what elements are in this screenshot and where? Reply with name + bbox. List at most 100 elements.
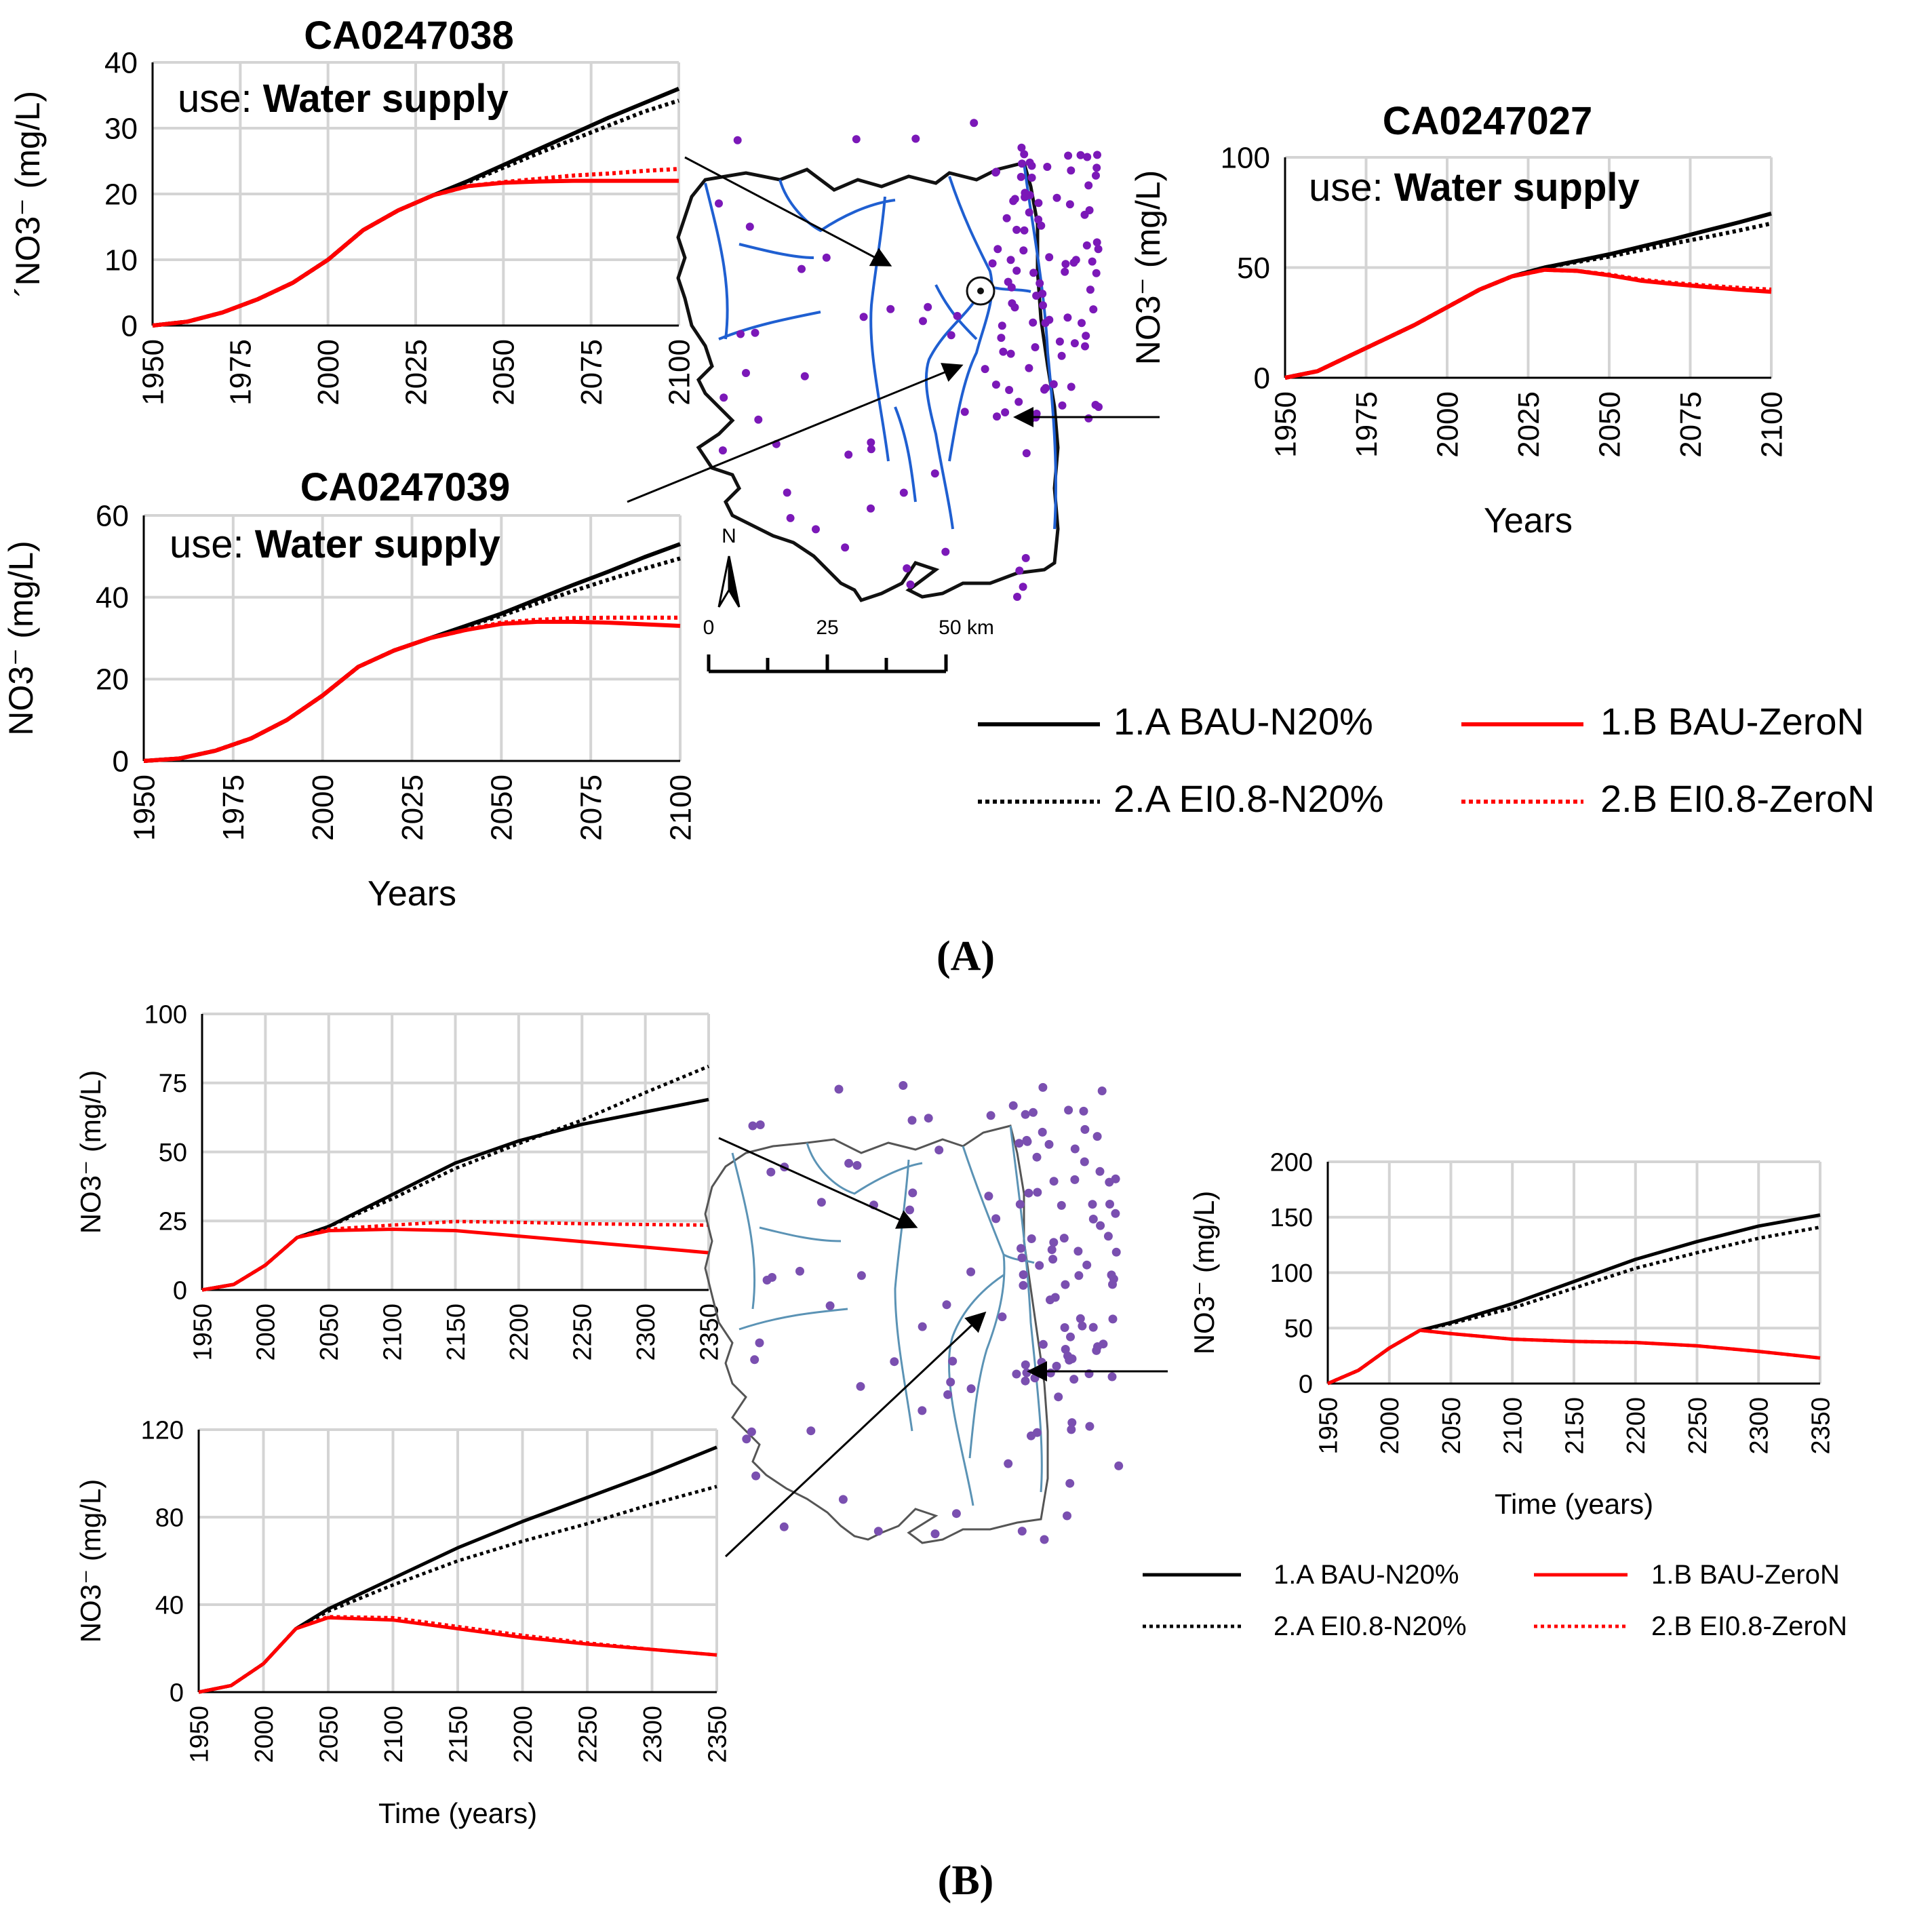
- well-dot: [745, 222, 754, 231]
- chart-title: CA0247027: [1383, 99, 1593, 143]
- series-line-2-b-ei0-8-zeron: [143, 615, 680, 763]
- well-dot: [1105, 1200, 1114, 1209]
- well-dot: [867, 445, 875, 454]
- well-dot: [918, 1406, 927, 1415]
- well-dot: [747, 1427, 756, 1436]
- well-dot: [1046, 1368, 1055, 1377]
- x-tick-label: 2100: [378, 1304, 407, 1361]
- well-dot: [1057, 1200, 1066, 1210]
- well-dot: [1094, 245, 1103, 254]
- well-dot: [1027, 1234, 1036, 1243]
- well-dot: [1065, 1478, 1075, 1488]
- well-dot: [1067, 1418, 1077, 1428]
- well-dot: [1012, 225, 1021, 234]
- x-tick-label: 1950: [136, 339, 170, 406]
- well-dot: [1020, 150, 1029, 159]
- well-dot: [1092, 171, 1100, 180]
- well-dot: [1088, 1200, 1097, 1209]
- y-tick-label: 20: [104, 178, 138, 211]
- panel-label-a: (A): [937, 933, 995, 979]
- well-dot: [1034, 215, 1043, 224]
- well-dot: [1114, 1461, 1124, 1470]
- well-dot: [1052, 1361, 1061, 1371]
- x-tick-label: 2075: [1674, 391, 1708, 458]
- well-dot: [1070, 339, 1079, 348]
- well-dot: [1089, 305, 1098, 314]
- x-tick-label: 1975: [224, 339, 258, 406]
- y-tick-label: 100: [1221, 141, 1270, 174]
- well-dot: [1014, 1139, 1024, 1148]
- y-tick-label: 0: [1299, 1370, 1313, 1398]
- map-b-rivers: [731, 1125, 1043, 1506]
- well-dot: [886, 305, 895, 313]
- well-dot: [1093, 151, 1101, 159]
- well-dot: [1061, 260, 1070, 269]
- well-dot: [1019, 1270, 1028, 1279]
- well-dot: [1059, 1234, 1069, 1243]
- well-dot: [1061, 1345, 1070, 1354]
- well-dot: [1047, 1245, 1057, 1255]
- well-dot: [1069, 258, 1078, 267]
- well-dot: [797, 265, 806, 273]
- y-tick-label: 50: [1284, 1315, 1313, 1344]
- well-dot: [1097, 1086, 1107, 1095]
- x-tick-label: 1950: [1269, 391, 1302, 458]
- well-dot: [924, 1114, 933, 1123]
- x-tick-label: 2300: [1746, 1397, 1774, 1455]
- x-tick-label: 2025: [399, 339, 433, 406]
- x-tick-label: 2000: [312, 339, 345, 406]
- scale-bar: [707, 654, 948, 673]
- well-dot: [1019, 583, 1027, 591]
- map-a-target-dot: [977, 288, 984, 294]
- x-tick-label: 2100: [1499, 1397, 1528, 1455]
- well-dot: [1004, 1459, 1013, 1468]
- well-dot: [825, 1301, 835, 1310]
- well-dot: [1055, 337, 1064, 346]
- chart-ca0247027: 0 50 100 1950 1975 2000 2025 2050 2075 2100 CA0247…: [1129, 99, 1788, 541]
- well-dot: [800, 372, 809, 380]
- well-dot: [1038, 290, 1047, 298]
- well-dot: [822, 253, 831, 262]
- well-dot: [1030, 1373, 1040, 1383]
- well-dot: [1032, 1152, 1042, 1162]
- x-tick-label: 2025: [1512, 391, 1545, 458]
- y-axis-label: NO3⁻ (mg/L): [1129, 170, 1167, 366]
- well-dot: [1067, 1354, 1077, 1363]
- well-dot: [816, 1198, 826, 1207]
- well-dot: [1105, 1177, 1114, 1187]
- well-dot: [899, 1081, 908, 1090]
- x-tick-label: 2350: [1807, 1397, 1835, 1455]
- y-tick-label: 50: [1237, 252, 1270, 285]
- series-line-2-a-ei0-8-n20: [1327, 1226, 1821, 1386]
- well-dot: [942, 1300, 951, 1310]
- x-tick-label: 2350: [703, 1706, 732, 1763]
- well-dot: [1021, 1360, 1030, 1369]
- well-dot: [951, 1509, 961, 1519]
- well-dot: [1021, 1376, 1030, 1386]
- well-dot: [1070, 1175, 1080, 1184]
- y-tick-label: 40: [155, 1591, 184, 1620]
- well-dot: [1086, 286, 1095, 294]
- well-dot: [852, 1160, 862, 1170]
- y-axis-label: NO3⁻ (mg/L): [1188, 1191, 1220, 1355]
- x-tick-label: 2300: [639, 1706, 667, 1763]
- y-tick-label: 0: [170, 1679, 184, 1707]
- chart-subtitle: use: Water supply: [1309, 165, 1640, 210]
- well-dot: [1021, 1110, 1030, 1119]
- well-dot: [844, 450, 853, 459]
- x-tick-label: 2050: [488, 339, 521, 406]
- y-tick-label: 200: [1270, 1148, 1313, 1177]
- well-dot: [966, 1384, 976, 1394]
- well-dot: [1042, 384, 1050, 393]
- well-dot: [742, 369, 750, 377]
- y-tick-label: 30: [104, 112, 138, 145]
- y-tick-label: 75: [159, 1070, 187, 1098]
- well-dot: [991, 168, 1000, 177]
- well-dot: [1095, 1167, 1105, 1176]
- well-dot: [1108, 1314, 1118, 1324]
- well-dot: [1029, 318, 1038, 327]
- well-dot: [1092, 1132, 1102, 1141]
- well-dot: [1076, 1314, 1085, 1323]
- panel-label-b: (B): [938, 1858, 994, 1904]
- well-dot: [1078, 319, 1086, 328]
